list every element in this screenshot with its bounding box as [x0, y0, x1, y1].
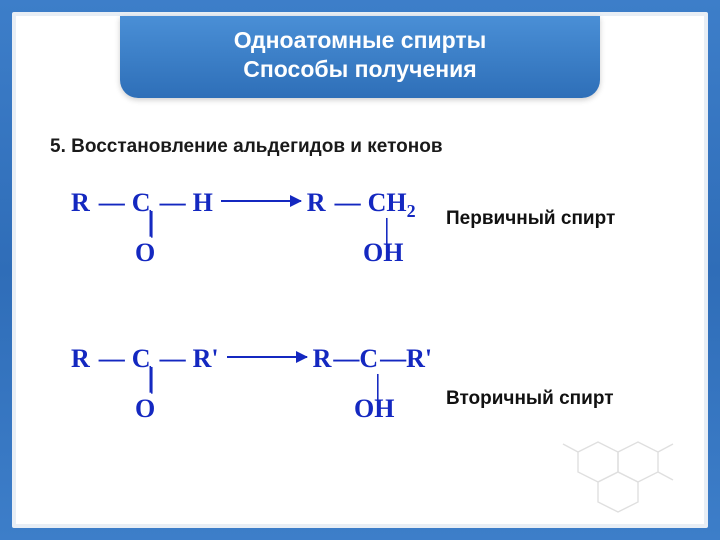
r2-product-center: C	[359, 344, 378, 373]
r2-product-left: R	[313, 344, 332, 373]
r1-product-below: OH	[363, 238, 403, 268]
section-title: 5. Восстановление альдегидов и кетонов	[50, 136, 443, 158]
r2-product-right: R'	[406, 344, 432, 373]
bond-icon: —	[90, 344, 132, 374]
header-line2: Способы получения	[140, 55, 580, 84]
header-line1: Одноатомные спирты	[140, 26, 580, 55]
arrow-icon	[221, 200, 301, 202]
reaction-2: R—C—R'R—C—R' │ O OH	[71, 344, 432, 424]
middle-frame: Одноатомные спирты Способы получения 5. …	[12, 12, 708, 528]
r2-reactant-below: O	[135, 394, 155, 424]
r2-product-below: OH	[354, 394, 394, 424]
r2-reactant-right: R'	[193, 344, 219, 373]
outer-frame: Одноатомные спирты Способы получения 5. …	[0, 0, 720, 540]
header-box: Одноатомные спирты Способы получения	[120, 16, 600, 98]
bond-icon: —	[90, 188, 132, 218]
section-text: Восстановление альдегидов и кетонов	[71, 136, 442, 157]
bond-icon: —	[378, 344, 406, 374]
bond-icon: —	[331, 344, 359, 374]
r1-reactant-right: H	[193, 188, 213, 217]
reaction-1: R—C—HR—CH2 │ O OH	[71, 188, 416, 268]
arrow-icon	[227, 356, 307, 358]
r2-reactant-left: R	[71, 344, 90, 373]
double-bond-icon	[141, 374, 160, 385]
double-bond-icon	[141, 218, 160, 229]
r1-reactant-left: R	[71, 188, 90, 217]
reaction-1-label: Первичный спирт	[446, 208, 615, 230]
r1-reactant-below: O	[135, 238, 155, 268]
reaction-2-label: Вторичный спирт	[446, 388, 614, 410]
section-number: 5.	[50, 136, 66, 157]
bond-icon: —	[326, 188, 368, 218]
molecule-watermark-icon	[548, 412, 698, 522]
r1-product-left: R	[307, 188, 326, 217]
r1-product-center: CH2	[368, 188, 416, 217]
slide-content: Одноатомные спирты Способы получения 5. …	[16, 16, 704, 524]
